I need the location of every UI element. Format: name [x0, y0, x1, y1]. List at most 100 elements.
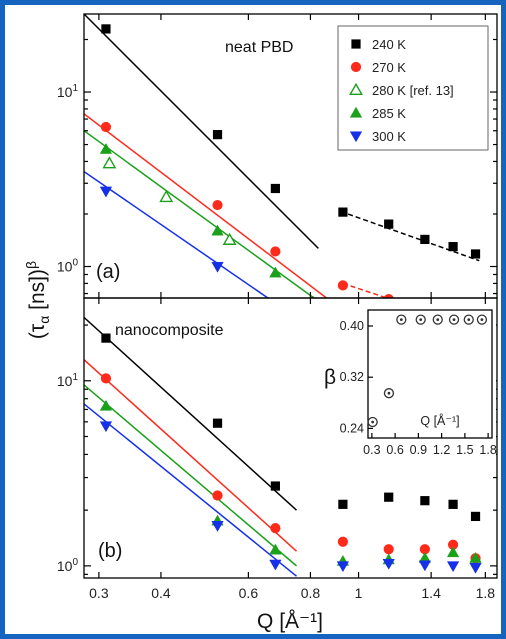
point-240-k	[384, 492, 394, 502]
point-300-k	[336, 561, 350, 573]
panel-a: 100 101 neat PBD (a) 240 K 270 K 280 K [ref. 1…	[57, 13, 498, 325]
legend-label: 280 K [ref. 13]	[372, 83, 454, 98]
y-tick-label: 100	[57, 557, 79, 574]
legend-box	[337, 25, 489, 151]
point-270-k	[100, 373, 112, 384]
point-285-k	[269, 266, 282, 278]
panel-letter-a: (a)	[96, 261, 120, 283]
inset-x-tick-label: 0.3	[363, 443, 380, 457]
y-tick-label: 101	[57, 372, 79, 389]
point-300-k	[211, 261, 224, 273]
inset-point	[396, 314, 407, 325]
marker-ring	[432, 314, 443, 325]
inset-point	[448, 314, 460, 325]
x-tick-label: 1	[355, 585, 363, 601]
marker-dot	[387, 391, 391, 395]
inset-x-tick-label: 1.8	[479, 443, 496, 457]
panel-title-nanocomposite: nanocomposite	[115, 322, 224, 339]
inset-point	[476, 314, 488, 325]
point-300-k	[99, 421, 113, 433]
x-tick-label: 0.6	[239, 585, 259, 601]
fit-dashed-240-k	[340, 210, 480, 262]
point-270-k	[419, 544, 430, 555]
legend-marker	[349, 131, 363, 143]
point-270-k	[337, 280, 349, 291]
point-300-k	[99, 186, 113, 198]
y-axis-title: (τα [ns])β	[23, 261, 52, 339]
point-280-k-ref-13-	[159, 189, 174, 203]
point-285-k	[99, 399, 113, 411]
point-285-k	[99, 142, 113, 154]
point-240-k	[270, 481, 280, 491]
x-tick-label: 1.4	[421, 585, 441, 601]
point-240-k	[101, 24, 111, 34]
legend-label: 300 K	[372, 129, 406, 144]
marker-ring	[383, 388, 395, 399]
inset-x-tick-label: 1.2	[433, 443, 450, 457]
marker-ring	[415, 314, 426, 325]
point-240-k	[384, 219, 394, 229]
marker-ring	[476, 314, 488, 325]
legend-label: 285 K	[372, 106, 406, 121]
point-240-k	[338, 207, 348, 217]
plot-area	[84, 316, 482, 577]
point-270-k	[270, 522, 281, 534]
x-axis-title: Q [Å⁻¹]	[257, 610, 323, 633]
point-285-k	[211, 224, 224, 236]
point-285-k	[269, 543, 282, 555]
point-300-k	[469, 562, 482, 574]
point-300-k	[446, 561, 460, 573]
fit-line-270-k	[84, 113, 328, 298]
y-tick-exponent: 1	[72, 83, 78, 94]
y-tick-label: 101	[57, 83, 79, 100]
legend-marker	[349, 106, 363, 118]
inset-y-tick-label: 0.32	[340, 370, 364, 384]
point-240-k	[212, 418, 223, 428]
fit-line-240-k	[84, 316, 298, 511]
y-tick-label: 100	[57, 258, 79, 275]
point-240-k	[270, 183, 280, 194]
legend-marker	[350, 61, 362, 73]
inset-y-tick-label: 0.40	[340, 319, 364, 333]
point-300-k	[269, 559, 282, 571]
y-tick-exponent: 1	[72, 372, 78, 383]
point-240-k	[470, 249, 481, 259]
point-285-k	[446, 546, 460, 558]
inset-x-tick-label: 0.6	[386, 443, 403, 457]
marker-dot	[419, 318, 423, 321]
point-270-k	[270, 246, 281, 257]
point-270-k	[447, 539, 459, 550]
point-270-k	[337, 536, 349, 547]
point-280-k-ref-13-	[102, 156, 117, 169]
fit-line-285-k	[84, 130, 316, 298]
point-240-k	[212, 130, 223, 140]
axes-frame	[83, 297, 498, 579]
marker-dot	[480, 318, 484, 321]
y-tick-exponent: 0	[72, 258, 78, 269]
inset-background	[320, 304, 496, 466]
point-300-k	[270, 315, 282, 325]
marker-ring	[448, 314, 460, 325]
fit-line-300-k	[84, 403, 297, 577]
plot-area	[84, 14, 481, 325]
inset-x-label: Q [Å⁻¹]	[420, 413, 459, 428]
y-title-subscript: α	[36, 316, 52, 324]
point-270-k	[212, 199, 223, 211]
point-270-k	[100, 121, 112, 133]
inset-point	[415, 314, 426, 325]
x-tick-label: 0.4	[151, 585, 171, 601]
point-270-k	[383, 294, 394, 298]
marker-dot	[436, 318, 440, 321]
y-title-superscript: β	[23, 261, 39, 269]
marker-dot	[399, 318, 403, 321]
inset-y-tick-label: 0.24	[340, 421, 364, 435]
inset-x-tick-label: 1.5	[456, 443, 473, 457]
inset-point	[432, 314, 443, 325]
inset-point	[463, 314, 474, 325]
fit-line-240-k	[84, 14, 319, 249]
fit-line-270-k	[84, 359, 298, 552]
inset-y-label: β	[324, 366, 336, 389]
marker-ring	[463, 314, 474, 325]
